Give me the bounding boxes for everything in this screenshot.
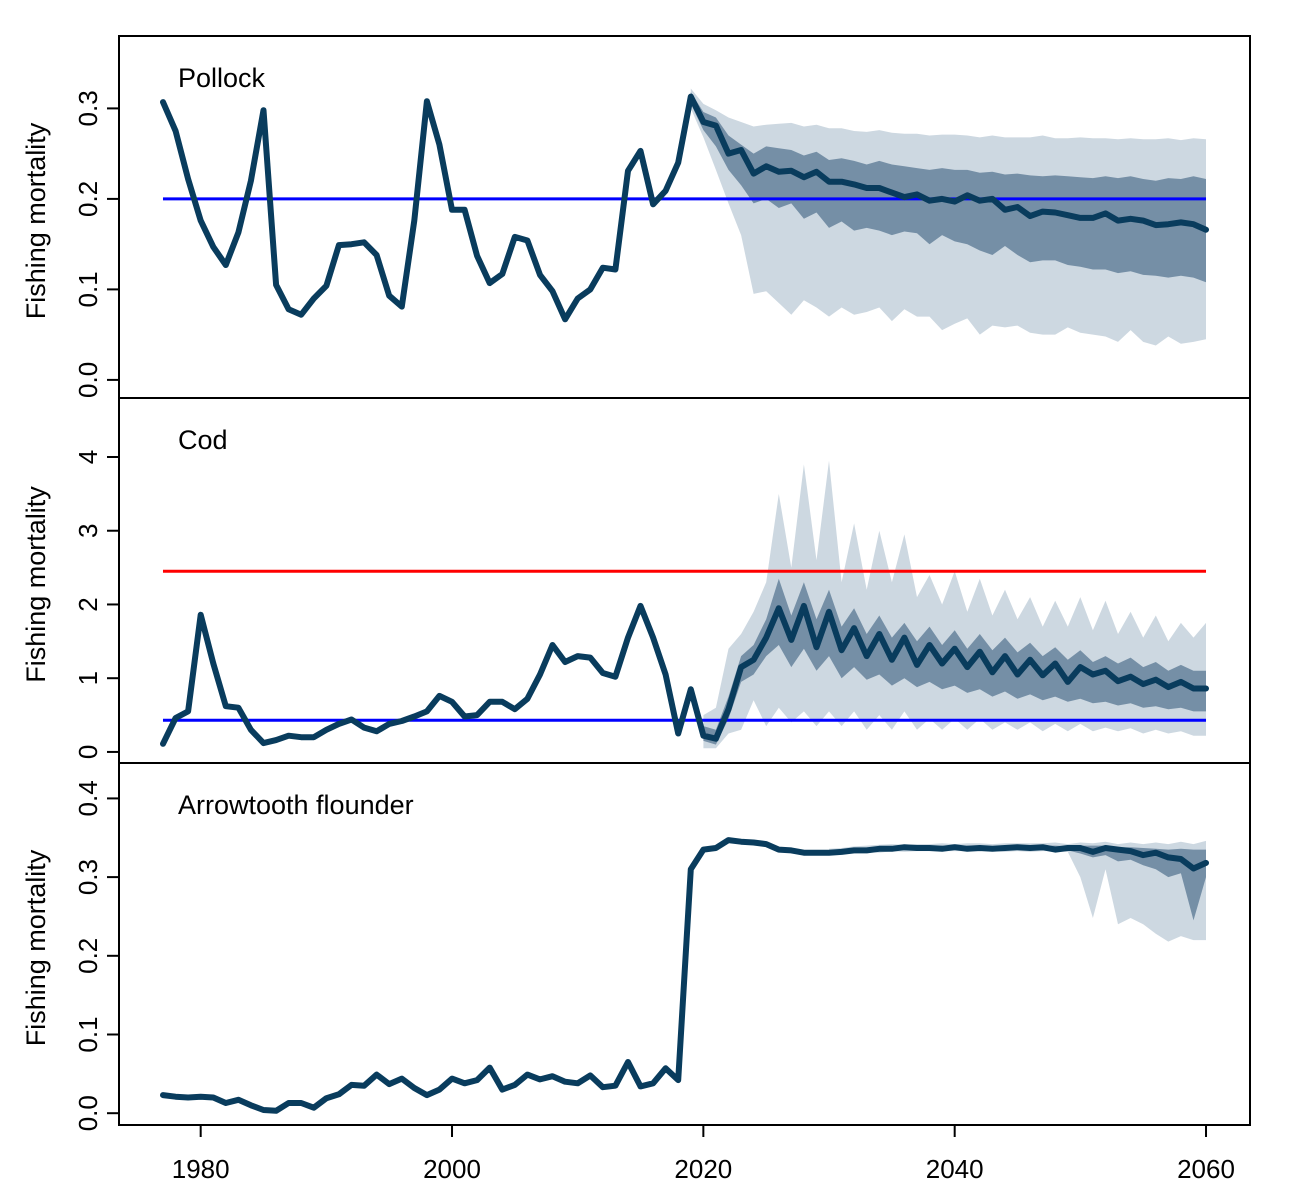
y-axis-label: Fishing mortality: [21, 849, 51, 1046]
series-line: [160, 93, 1209, 323]
y-tick-label: 3: [73, 523, 103, 537]
y-tick-label: 1: [73, 671, 103, 685]
y-tick-label: 0.0: [73, 362, 103, 398]
y-tick-label: 0.1: [73, 1016, 103, 1052]
y-tick-label: 0: [73, 745, 103, 759]
plot-area: [160, 837, 1209, 1114]
series-line: [160, 837, 1209, 1114]
y-tick-label: 0.1: [73, 271, 103, 307]
plot-area: [160, 460, 1209, 749]
x-tick-label: 2060: [1177, 1154, 1235, 1184]
x-tick-label: 1980: [172, 1154, 230, 1184]
y-axis-label: Fishing mortality: [21, 122, 51, 319]
y-tick-label: 0.2: [73, 181, 103, 217]
y-tick-label: 0.2: [73, 938, 103, 974]
projection-inner-band: [690, 92, 1206, 283]
panel-cod: 0 1 2 3 4 Cod Fishing mortality: [21, 397, 1251, 764]
panel-pollock: 0.0 0.1 0.2 0.3 Pollock Fishing mortality: [21, 35, 1251, 399]
x-tick-label: 2000: [423, 1154, 481, 1184]
panel-label: Cod: [178, 425, 228, 455]
y-tick-label: 0.3: [73, 859, 103, 895]
panel-label: Pollock: [178, 63, 266, 93]
y-tick-label: 0.0: [73, 1095, 103, 1131]
y-tick-label: 0.4: [73, 780, 103, 816]
series-line: [160, 602, 1209, 747]
y-tick-label: 4: [73, 450, 103, 464]
y-axis-label: Fishing mortality: [21, 486, 51, 683]
y-tick-label: 2: [73, 597, 103, 611]
panel-border: [118, 762, 1251, 1126]
x-axis: 1980 2000 2020 2040 2060: [172, 1125, 1235, 1184]
projection-outer-band: [829, 840, 1206, 942]
x-tick-label: 2040: [926, 1154, 984, 1184]
panel-arrowtooth-flounder: 0.0 0.1 0.2 0.3 0.4 Arrowtooth flounder Fishin…: [21, 762, 1251, 1131]
y-tick-label: 0.3: [73, 90, 103, 126]
projection-inner-band: [829, 845, 1206, 921]
plot-area: [160, 88, 1209, 346]
x-tick-label: 2020: [674, 1154, 732, 1184]
panel-label: Arrowtooth flounder: [178, 790, 414, 820]
